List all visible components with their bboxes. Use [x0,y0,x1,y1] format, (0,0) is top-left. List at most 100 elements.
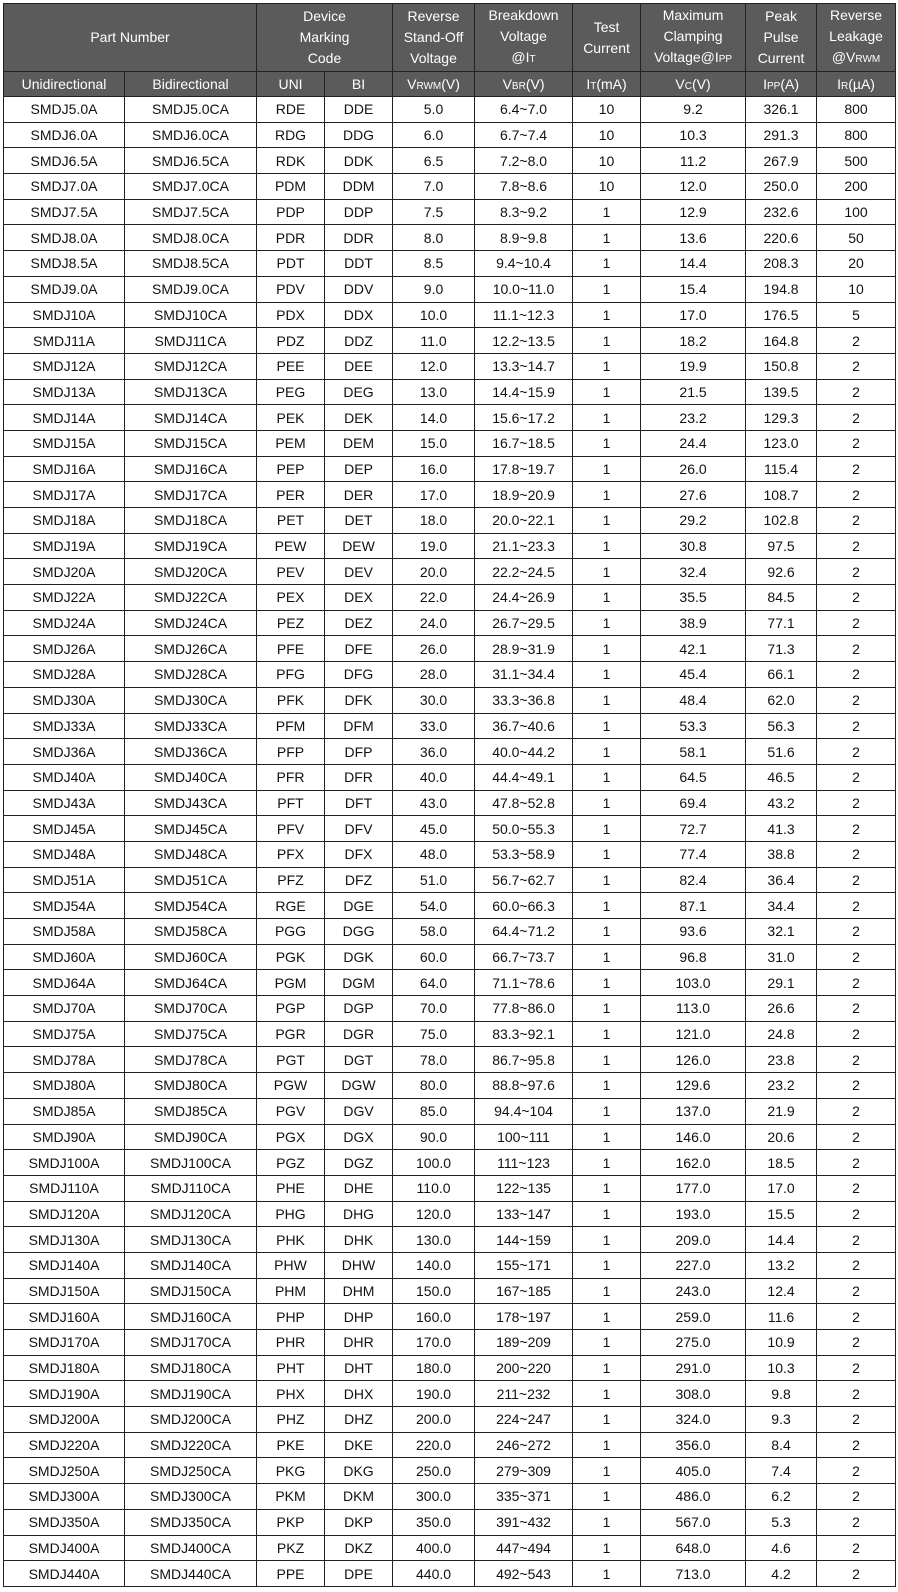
cell-ir: 2 [816,1200,897,1228]
cell-uni-code: PHE [256,1174,326,1202]
cell-vc: 58.1 [640,738,747,765]
header-text: Stand-Off [403,29,464,45]
cell-it: 1 [572,1406,642,1433]
cell-unidirectional: SMDJ250A [3,1457,125,1485]
table-row: SMDJ36A SMDJ36CA PFP DFP 36.0 40.0~44.2 1 58.1 5… [3,738,897,765]
cell-bi-code: DFX [324,840,394,868]
cell-unidirectional: SMDJ51A [3,866,125,894]
cell-vc: 121.0 [640,1020,747,1048]
cell-vc: 126.0 [640,1046,747,1074]
cell-it: 1 [572,943,642,971]
cell-ir: 2 [816,943,897,971]
cell-bidirectional: SMDJ11CA [123,327,258,354]
cell-vrwm: 10.0 [392,301,476,329]
cell-vbr: 200~220 [474,1354,574,1382]
cell-vrwm: 200.0 [392,1406,476,1433]
cell-uni-code: PFZ [256,866,326,894]
table-row: SMDJ18A SMDJ18CA PET DET 18.0 20.0~22.1 1 29.2 1… [3,507,897,534]
cell-bidirectional: SMDJ85CA [123,1097,258,1125]
cell-vbr: 167~185 [474,1277,574,1305]
cell-vbr: 447~494 [474,1534,574,1562]
cell-bidirectional: SMDJ24CA [123,609,258,637]
cell-vc: 35.5 [640,584,747,611]
cell-ipp: 232.6 [745,198,818,226]
cell-ir: 2 [816,1020,897,1048]
cell-vc: 146.0 [640,1123,747,1151]
cell-vrwm: 8.0 [392,224,476,252]
cell-vc: 30.8 [640,532,747,560]
cell-uni-code: PEZ [256,609,326,637]
cell-unidirectional: SMDJ30A [3,686,125,714]
cell-ir: 2 [816,918,897,945]
cell-vrwm: 7.0 [392,173,476,200]
cell-it: 1 [572,352,642,380]
cell-vbr: 17.8~19.7 [474,455,574,483]
cell-unidirectional: SMDJ130A [3,1226,125,1253]
cell-vbr: 335~371 [474,1483,574,1510]
cell-uni-code: PFT [256,789,326,817]
cell-ir: 10 [816,275,897,303]
table-row: SMDJ160A SMDJ160CA PHP DHP 160.0 178~197 1 259.… [3,1303,897,1330]
cell-it: 10 [572,121,642,149]
cell-it: 1 [572,1303,642,1330]
cell-ir: 200 [816,173,897,200]
cell-bi-code: DHZ [324,1406,394,1433]
cell-unidirectional: SMDJ140A [3,1251,125,1279]
cell-vc: 405.0 [640,1457,747,1485]
cell-vrwm: 58.0 [392,918,476,945]
cell-unidirectional: SMDJ440A [3,1560,125,1587]
cell-vbr: 133~147 [474,1200,574,1228]
cell-bidirectional: SMDJ6.5CA [123,147,258,175]
cell-it: 1 [572,1123,642,1151]
cell-ir: 2 [816,969,897,997]
cell-ipp: 11.6 [745,1303,818,1330]
cell-ipp: 9.8 [745,1380,818,1408]
cell-vrwm: 80.0 [392,1072,476,1099]
cell-bidirectional: SMDJ80CA [123,1072,258,1099]
cell-ir: 2 [816,1149,897,1176]
cell-bidirectional: SMDJ130CA [123,1226,258,1253]
cell-bidirectional: SMDJ20CA [123,558,258,586]
cell-vrwm: 220.0 [392,1431,476,1459]
cell-bi-code: DER [324,481,394,508]
cell-uni-code: PHX [256,1380,326,1408]
cell-ipp: 84.5 [745,584,818,611]
cell-vbr: 12.2~13.5 [474,327,574,354]
cell-uni-code: PHG [256,1200,326,1228]
cell-bidirectional: SMDJ90CA [123,1123,258,1151]
header-part-number: Part Number [2,3,258,72]
cell-it: 1 [572,198,642,226]
cell-vc: 93.6 [640,918,747,945]
cell-vbr: 189~209 [474,1329,574,1356]
cell-uni-code: PGK [256,943,326,971]
cell-unidirectional: SMDJ7.5A [3,198,125,226]
cell-vc: 227.0 [640,1251,747,1279]
table-row: SMDJ17A SMDJ17CA PER DER 17.0 18.9~20.9 1 27.6 1… [3,481,897,508]
cell-unidirectional: SMDJ48A [3,840,125,868]
cell-uni-code: PFK [256,686,326,714]
cell-vc: 10.3 [640,121,747,149]
cell-ipp: 31.0 [745,943,818,971]
table-row: SMDJ190A SMDJ190CA PHX DHX 190.0 211~232 1 308.… [3,1380,897,1408]
header-text: PP [718,54,733,65]
cell-bidirectional: SMDJ30CA [123,686,258,714]
cell-vrwm: 5.0 [392,96,476,123]
cell-ipp: 176.5 [745,301,818,329]
cell-vc: 259.0 [640,1303,747,1330]
cell-vc: 162.0 [640,1149,747,1176]
header-text: Leakage [829,28,883,44]
cell-ir: 2 [816,1123,897,1151]
header-clamping-voltage: Maximum Clamping Voltage@IPP [640,3,747,72]
cell-it: 1 [572,635,642,663]
cell-ir: 2 [816,1329,897,1356]
cell-vc: 53.3 [640,712,747,740]
cell-unidirectional: SMDJ12A [3,352,125,380]
table-row: SMDJ350A SMDJ350CA PKP DKP 350.0 391~432 1 567.… [3,1508,897,1536]
table-row: SMDJ33A SMDJ33CA PFM DFM 33.0 36.7~40.6 1 53.3 5… [3,712,897,740]
cell-unidirectional: SMDJ43A [3,789,125,817]
cell-bi-code: DEE [324,352,394,380]
cell-it: 1 [572,1097,642,1125]
cell-bidirectional: SMDJ26CA [123,635,258,663]
cell-it: 1 [572,1200,642,1228]
cell-vrwm: 60.0 [392,943,476,971]
